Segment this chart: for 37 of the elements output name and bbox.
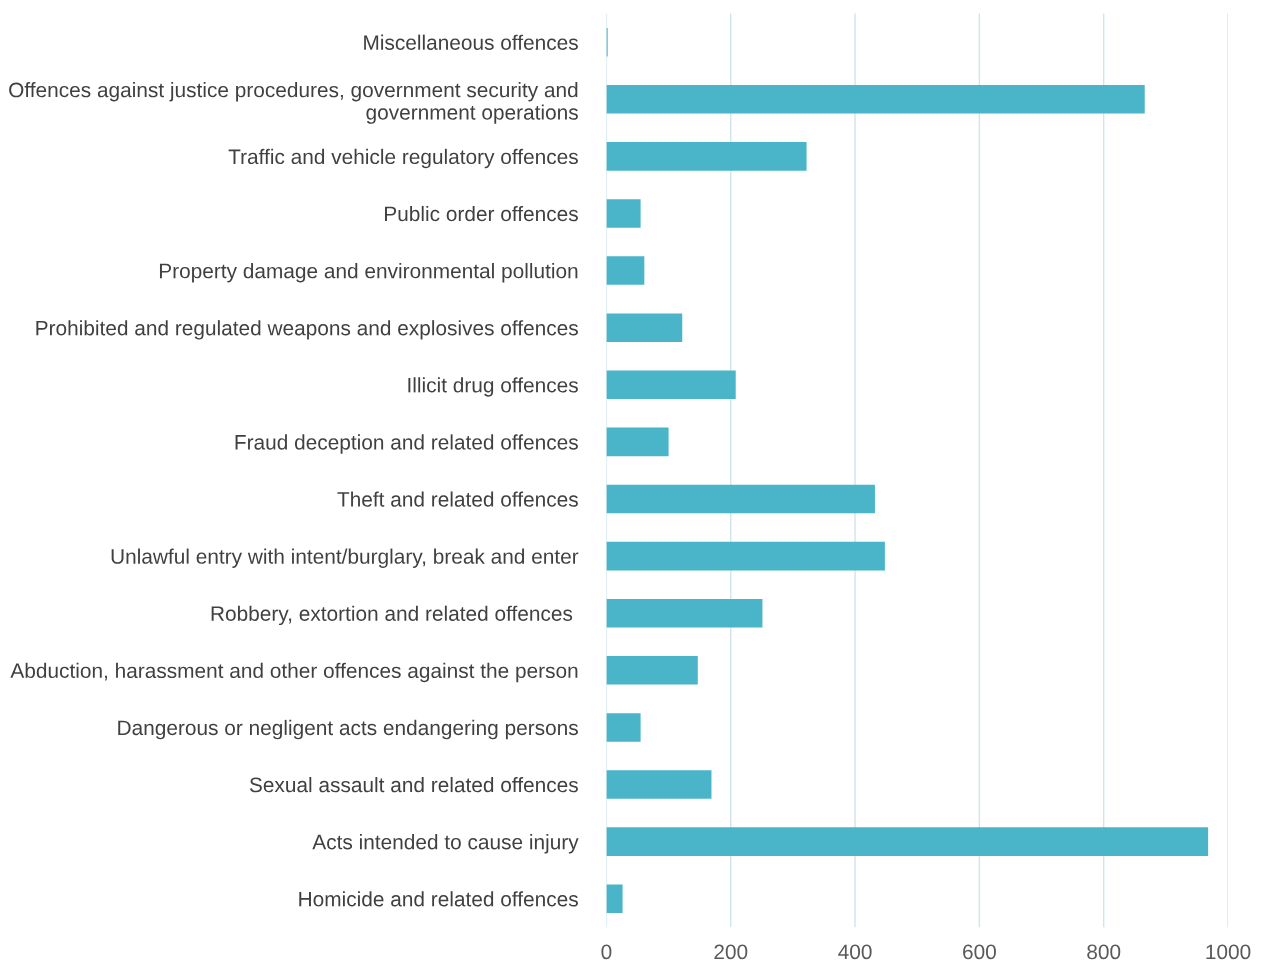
bar	[606, 256, 645, 285]
bar	[606, 199, 641, 228]
bar	[606, 142, 807, 171]
bar	[606, 598, 763, 628]
bar	[606, 713, 641, 742]
bar	[606, 827, 1209, 856]
bar	[606, 770, 712, 799]
bar	[606, 427, 669, 457]
y-tick-label: Homicide and related offences	[299, 891, 578, 907]
x-tick-label: 800	[1087, 944, 1121, 960]
bar	[606, 84, 1145, 114]
y-tick-label: Prohibited and regulated weapons and explosives offences	[36, 320, 578, 340]
y-tick-label: Traffic and vehicle regulatory offences	[228, 148, 578, 169]
y-tick-label: Miscellaneous offences	[364, 34, 578, 50]
x-tick-label: 1000	[1206, 944, 1251, 960]
x-tick-label: 400	[838, 944, 872, 960]
y-tick-label: Acts intended to cause injury	[312, 834, 579, 854]
x-tick-label: 0	[601, 944, 612, 960]
y-tick-label: Sexual assault and related offences	[249, 776, 578, 793]
bar	[606, 313, 683, 342]
y-tick-label: Illicit drug offences	[408, 377, 578, 397]
bar	[606, 484, 875, 514]
y-tick-label: Theft and related offences	[337, 491, 578, 507]
y-tick-label: Abduction, harassment and other offences against the person	[10, 662, 578, 683]
bar	[606, 656, 698, 685]
y-tick-label: Unlawful entry with intent/burglary, break and enter	[111, 548, 579, 568]
x-tick-label: 600	[963, 944, 996, 960]
y-tick-label: Fraud deception and related offences	[235, 434, 578, 454]
y-tick-label: Property damage and environmental pollution	[159, 263, 578, 283]
y-tick-label: Public order offences	[385, 205, 578, 222]
y-tick-label: Offences against justice procedures, government security and government operations	[9, 82, 578, 124]
x-tick-label: 200	[714, 944, 748, 960]
bar	[606, 541, 885, 571]
y-tick-label: Dangerous or negligent acts endangering persons	[118, 719, 578, 740]
bar	[606, 370, 736, 400]
bar	[606, 884, 623, 914]
y-tick-label: Robbery, extortion and related offences	[211, 605, 573, 626]
